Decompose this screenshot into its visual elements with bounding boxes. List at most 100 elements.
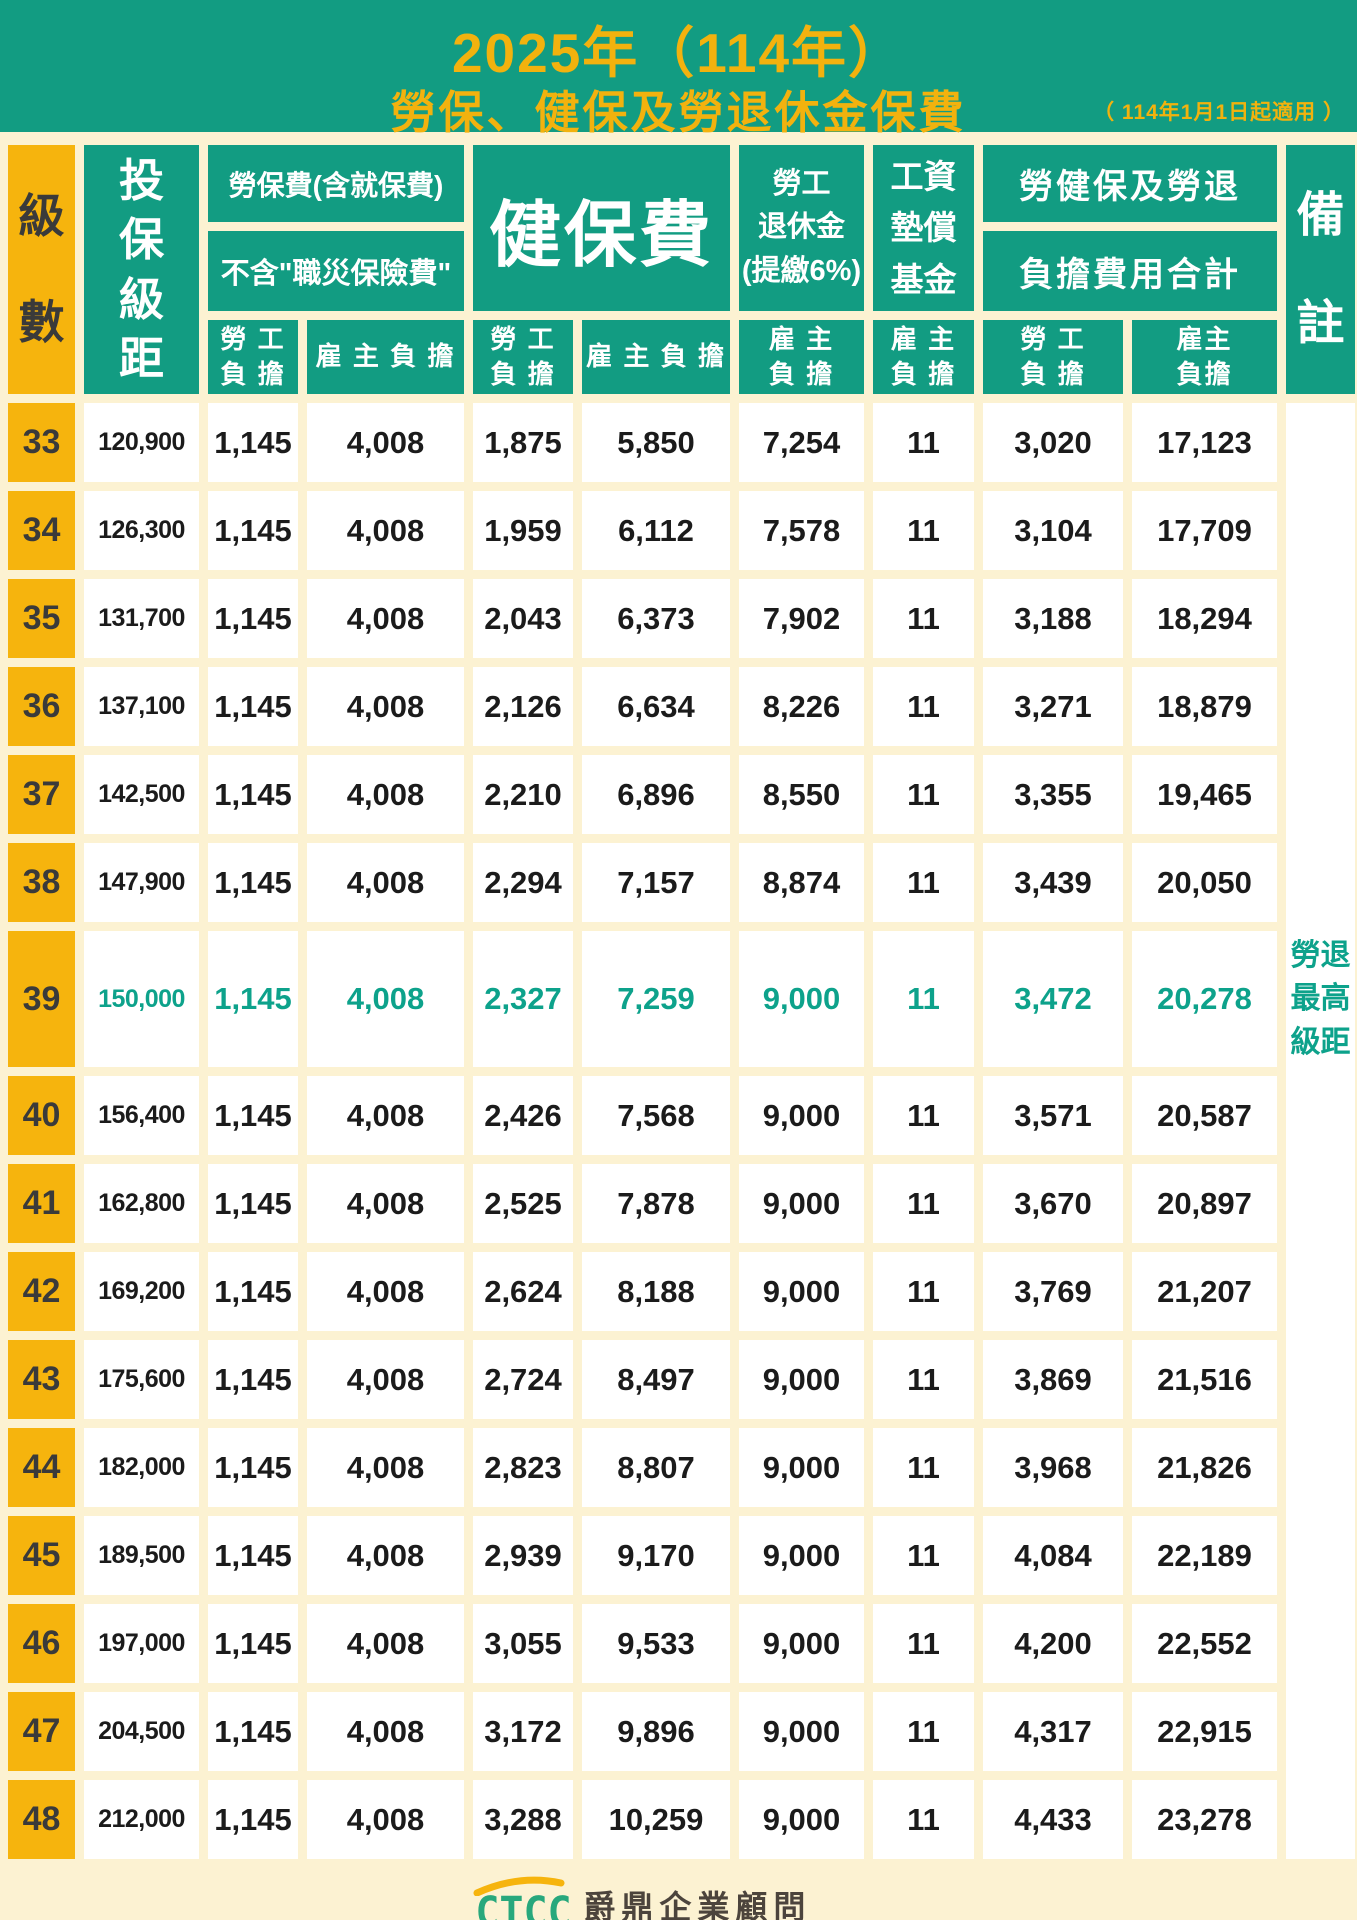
data-cell-total_er: 18,879 — [1132, 667, 1277, 746]
data-cell-wage_er: 11 — [873, 667, 974, 746]
data-cell-wage_er: 11 — [873, 491, 974, 570]
data-cell-total_emp: 3,670 — [983, 1164, 1123, 1243]
data-cell-health_er: 10,259 — [582, 1780, 730, 1859]
data-cell-total_emp: 3,104 — [983, 491, 1123, 570]
data-cell-pension_er: 9,000 — [739, 931, 864, 1067]
level-cell: 37 — [8, 755, 75, 834]
data-cell-labor_er: 4,008 — [307, 1780, 464, 1859]
data-cell-labor_emp: 1,145 — [208, 1340, 298, 1419]
logo-arc-icon — [473, 1876, 565, 1896]
data-cell-health_emp: 3,172 — [473, 1692, 573, 1771]
data-cell-bracket: 169,200 — [84, 1252, 199, 1331]
data-cell-health_er: 6,896 — [582, 755, 730, 834]
footer: CTCC 爵鼎企業顧問 CHUEH TING CONSULTING COMPAN… — [0, 1872, 1357, 1920]
data-cell-health_emp: 2,823 — [473, 1428, 573, 1507]
data-cell-bracket: 204,500 — [84, 1692, 199, 1771]
data-cell-health_emp: 3,055 — [473, 1604, 573, 1683]
data-cell-total_emp: 3,869 — [983, 1340, 1123, 1419]
data-cell-health_emp: 1,875 — [473, 403, 573, 482]
data-cell-total_er: 20,278 — [1132, 931, 1277, 1067]
data-cell-health_emp: 2,043 — [473, 579, 573, 658]
data-cell-total_er: 21,516 — [1132, 1340, 1277, 1419]
header-total-line1: 勞健保及勞退 — [983, 145, 1277, 222]
data-cell-health_emp: 2,126 — [473, 667, 573, 746]
logo-letters: CTCC — [475, 1888, 572, 1920]
data-cell-wage_er: 11 — [873, 403, 974, 482]
data-cell-pension_er: 7,578 — [739, 491, 864, 570]
data-cell-health_er: 7,259 — [582, 931, 730, 1067]
data-cell-health_er: 6,373 — [582, 579, 730, 658]
data-cell-wage_er: 11 — [873, 1164, 974, 1243]
banner-title-year: 2025年（114年） — [451, 22, 906, 84]
data-cell-total_er: 23,278 — [1132, 1780, 1277, 1859]
banner: 2025年（114年） 勞保、健保及勞退休金保費 （ 114年1月1日起適用 ） — [0, 0, 1357, 138]
header-total-line2: 負擔費用合計 — [983, 231, 1277, 311]
data-cell-bracket: 189,500 — [84, 1516, 199, 1595]
data-cell-labor_er: 4,008 — [307, 1076, 464, 1155]
data-cell-total_er: 22,189 — [1132, 1516, 1277, 1595]
data-cell-bracket: 162,800 — [84, 1164, 199, 1243]
data-cell-labor_emp: 1,145 — [208, 1076, 298, 1155]
data-cell-bracket: 156,400 — [84, 1076, 199, 1155]
data-cell-labor_emp: 1,145 — [208, 843, 298, 922]
level-cell: 45 — [8, 1516, 75, 1595]
data-cell-total_emp: 3,472 — [983, 931, 1123, 1067]
level-cell: 39 — [8, 931, 75, 1067]
data-cell-labor_er: 4,008 — [307, 1604, 464, 1683]
data-cell-pension_er: 8,226 — [739, 667, 864, 746]
data-cell-labor_er: 4,008 — [307, 1428, 464, 1507]
data-cell-health_er: 9,896 — [582, 1692, 730, 1771]
data-cell-pension_er: 9,000 — [739, 1780, 864, 1859]
data-cell-wage_er: 11 — [873, 843, 974, 922]
data-cell-pension_er: 9,000 — [739, 1076, 864, 1155]
data-cell-labor_er: 4,008 — [307, 931, 464, 1067]
data-cell-health_er: 9,170 — [582, 1516, 730, 1595]
header-labor-insurance: 勞保費(含就保費) — [208, 145, 464, 222]
data-cell-total_er: 17,123 — [1132, 403, 1277, 482]
data-cell-total_er: 17,709 — [1132, 491, 1277, 570]
header-health-insurance: 健保費 — [473, 145, 730, 311]
data-cell-health_emp: 2,210 — [473, 755, 573, 834]
data-cell-total_emp: 4,084 — [983, 1516, 1123, 1595]
data-cell-wage_er: 11 — [873, 1252, 974, 1331]
data-cell-labor_emp: 1,145 — [208, 931, 298, 1067]
level-cell: 36 — [8, 667, 75, 746]
level-cell: 33 — [8, 403, 75, 482]
data-cell-bracket: 120,900 — [84, 403, 199, 482]
data-cell-labor_er: 4,008 — [307, 1252, 464, 1331]
data-cell-wage_er: 11 — [873, 1780, 974, 1859]
subheader-health-employer: 雇 主 負 擔 — [582, 320, 730, 394]
data-cell-health_emp: 3,288 — [473, 1780, 573, 1859]
data-cell-wage_er: 11 — [873, 1692, 974, 1771]
data-cell-total_er: 22,552 — [1132, 1604, 1277, 1683]
highlight-remark: 勞退 最高 級距 — [1290, 938, 1351, 1059]
data-cell-bracket: 126,300 — [84, 491, 199, 570]
data-cell-total_emp: 4,317 — [983, 1692, 1123, 1771]
data-cell-total_emp: 3,355 — [983, 755, 1123, 834]
data-cell-health_emp: 2,327 — [473, 931, 573, 1067]
subheader-health-employee: 勞 工 負 擔 — [473, 320, 573, 394]
data-cell-wage_er: 11 — [873, 931, 974, 1067]
header-bracket: 投 保 級 距 — [84, 145, 199, 394]
data-cell-labor_er: 4,008 — [307, 755, 464, 834]
data-cell-pension_er: 8,550 — [739, 755, 864, 834]
data-cell-labor_er: 4,008 — [307, 403, 464, 482]
data-cell-labor_emp: 1,145 — [208, 403, 298, 482]
header-remarks: 備 註 — [1286, 145, 1355, 394]
data-cell-total_er: 21,826 — [1132, 1428, 1277, 1507]
data-cell-pension_er: 7,902 — [739, 579, 864, 658]
data-cell-bracket: 197,000 — [84, 1604, 199, 1683]
premium-table: 級 數 投 保 級 距 勞保費(含就保費) 不含"職災保險費" 健保費 勞工 退… — [8, 145, 1355, 1859]
data-cell-health_emp: 2,724 — [473, 1340, 573, 1419]
data-cell-bracket: 147,900 — [84, 843, 199, 922]
subheader-total-employer: 雇主 負擔 — [1132, 320, 1277, 394]
data-cell-health_er: 8,807 — [582, 1428, 730, 1507]
data-cell-health_emp: 2,294 — [473, 843, 573, 922]
data-cell-labor_emp: 1,145 — [208, 755, 298, 834]
data-cell-pension_er: 9,000 — [739, 1252, 864, 1331]
data-cell-wage_er: 11 — [873, 1076, 974, 1155]
data-cell-total_emp: 3,968 — [983, 1428, 1123, 1507]
data-cell-labor_emp: 1,145 — [208, 1516, 298, 1595]
header-level: 級 數 — [8, 145, 75, 394]
data-cell-wage_er: 11 — [873, 1340, 974, 1419]
